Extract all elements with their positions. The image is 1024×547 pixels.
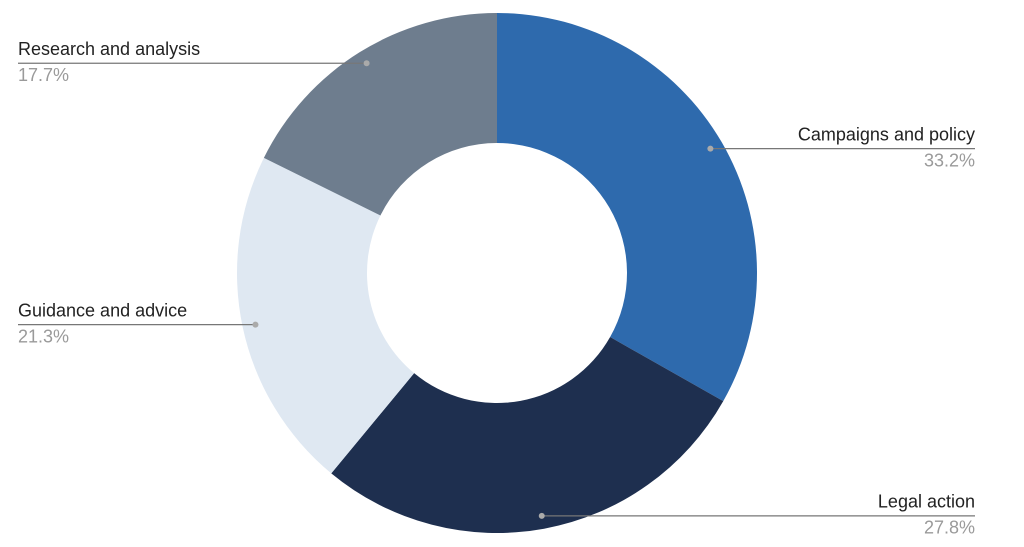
leader-dot — [363, 60, 370, 67]
slice — [263, 13, 497, 216]
leader-dot — [538, 512, 545, 519]
leader-dot — [252, 321, 259, 328]
slice — [497, 13, 758, 402]
value-label: 21.3% — [18, 326, 69, 346]
slice-label: Guidance and advice — [18, 300, 187, 320]
slice-label: Legal action — [878, 492, 975, 512]
value-label: 33.2% — [924, 150, 975, 170]
slice — [237, 157, 415, 474]
value-label: 27.8% — [924, 518, 975, 538]
slice-label: Campaigns and policy — [798, 124, 975, 144]
slice — [331, 337, 724, 533]
leader-dot — [707, 145, 714, 152]
slice-label: Research and analysis — [18, 39, 200, 59]
value-label: 17.7% — [18, 65, 69, 85]
